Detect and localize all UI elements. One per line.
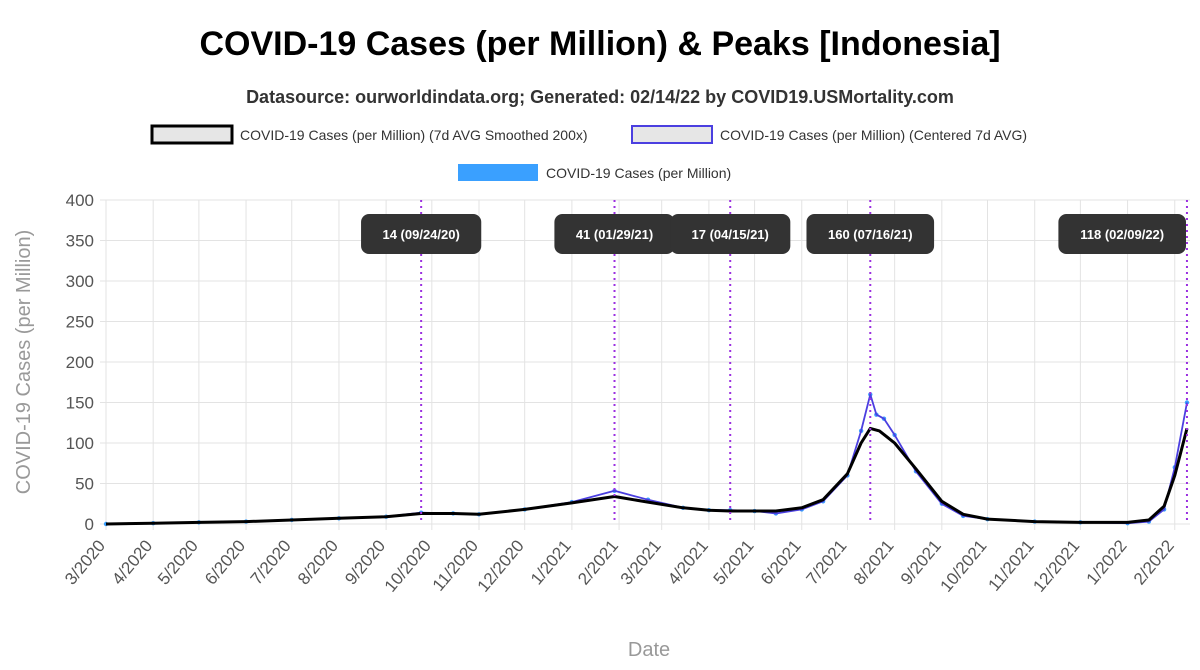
peak-label-box	[670, 214, 791, 254]
x-tick-label: 5/2021	[710, 536, 758, 588]
x-tick-label: 2/2022	[1130, 536, 1178, 588]
y-tick-label: 350	[66, 232, 94, 251]
x-tick-label: 10/2020	[381, 536, 435, 595]
peak-label-box	[554, 214, 675, 254]
peak-label: 118 (02/09/22)	[1080, 227, 1164, 242]
x-tick-label: 7/2021	[803, 536, 851, 588]
y-tick-label: 0	[85, 515, 94, 534]
peak-label: 160 (07/16/21)	[828, 227, 913, 242]
y-axis-title: COVID-19 Cases (per Million)	[13, 230, 35, 495]
x-axis-title: Date	[628, 639, 670, 661]
x-tick-label: 3/2020	[61, 536, 109, 588]
grid	[100, 199, 1190, 530]
legend-swatch-3	[458, 164, 538, 181]
x-tick-label: 4/2021	[664, 536, 712, 588]
x-tick-label: 6/2020	[201, 536, 249, 588]
peak-annotations: 14 (09/24/20) 41 (01/29/21) 17 (04/15/21) 1…	[361, 200, 1188, 524]
peak-label-box	[361, 214, 482, 254]
legend-label-1: COVID-19 Cases (per Million) (7d AVG Smo…	[240, 127, 588, 143]
y-tick-label: 200	[66, 353, 94, 372]
centered-average-line	[105, 393, 1188, 525]
y-tick-label: 300	[66, 272, 94, 291]
peak-label-box	[1058, 214, 1186, 254]
peak-label: 41 (01/29/21)	[576, 227, 653, 242]
y-tick-label: 100	[66, 434, 94, 453]
smoothed-average-line	[105, 426, 1189, 526]
x-tick-label: 2/2021	[574, 536, 622, 588]
y-tick-label: 400	[66, 191, 94, 210]
peak-label: 14 (09/24/20)	[382, 227, 459, 242]
x-tick-label: 5/2020	[154, 536, 202, 588]
chart-title: COVID-19 Cases (per Million) & Peaks [In…	[199, 25, 1000, 63]
legend-swatch-2	[631, 125, 713, 144]
legend-swatch-1	[150, 124, 234, 145]
x-tick-label: 8/2020	[294, 536, 342, 588]
x-tick-label: 3/2021	[617, 536, 665, 588]
x-tick-label: 1/2021	[527, 536, 575, 588]
x-tick-label: 4/2020	[108, 536, 156, 588]
chart-subtitle: Datasource: ourworldindata.org; Generate…	[246, 87, 954, 107]
x-tick-label: 1/2022	[1083, 536, 1131, 588]
x-tick-label: 12/2020	[474, 536, 528, 595]
x-tick-label: 8/2021	[850, 536, 898, 588]
y-tick-label: 250	[66, 313, 94, 332]
y-tick-label: 150	[66, 394, 94, 413]
peak-label-box	[806, 214, 935, 254]
legend: COVID-19 Cases (per Million) (7d AVG Smo…	[150, 124, 1027, 181]
peak-label: 17 (04/15/21)	[692, 227, 769, 242]
x-tick-label: 12/2021	[1029, 536, 1083, 595]
x-tick-label: 11/2021	[985, 536, 1038, 594]
x-tick-label: 11/2020	[429, 536, 482, 594]
legend-label-3: COVID-19 Cases (per Million)	[546, 165, 731, 181]
plot-area	[103, 392, 1190, 527]
x-tick-label: 6/2021	[757, 536, 805, 588]
x-tick-label: 7/2020	[247, 536, 295, 588]
legend-label-2: COVID-19 Cases (per Million) (Centered 7…	[720, 127, 1027, 143]
y-tick-label: 50	[75, 475, 94, 494]
x-tick-label: 10/2021	[937, 536, 991, 595]
